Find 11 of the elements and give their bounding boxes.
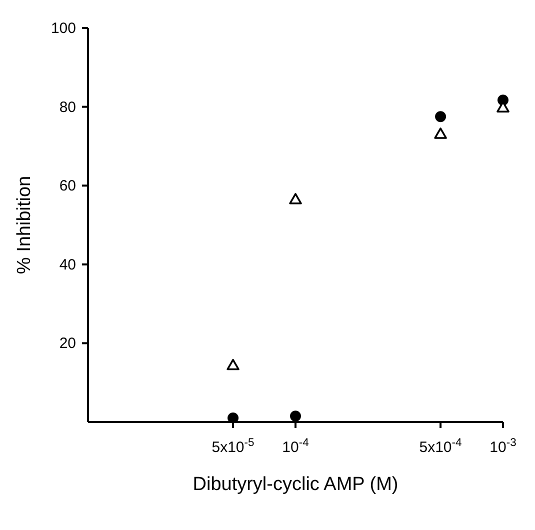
y-tick-label: 20 xyxy=(59,335,76,352)
x-axis-title: Dibutyryl-cyclic AMP (M) xyxy=(192,474,398,495)
y-tick-label: 80 xyxy=(59,98,76,116)
y-tick-label: 100 xyxy=(50,20,76,37)
y-tick-label: 60 xyxy=(59,178,76,195)
y-axis-title: % Inhibition xyxy=(14,176,35,274)
x-tick-label: 5x10$^{-4}$ xyxy=(419,437,462,456)
x-tick-label: 5x10$^{-5}$ xyxy=(212,437,254,456)
y-tick-label: 40 xyxy=(59,256,76,274)
x-tick-label: 10$^{-3}$ xyxy=(490,437,516,456)
x-tick-label: 10$^{-4}$ xyxy=(282,437,309,456)
